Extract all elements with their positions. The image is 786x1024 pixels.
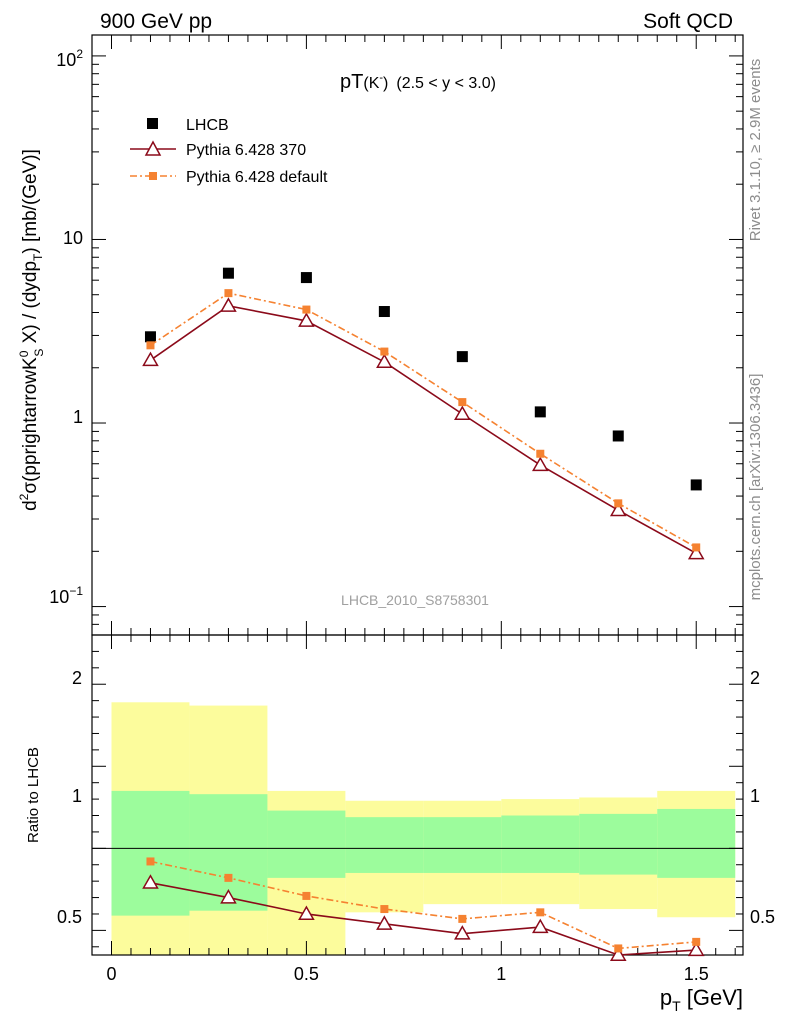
- main-y-tick-labels: 102 10 1 10−1: [49, 47, 83, 607]
- stat-band-bin: [111, 790, 190, 916]
- ratio-y-tick-label-right-1: 1: [750, 786, 760, 806]
- main-y-tick-label-10: 10: [63, 228, 83, 248]
- pythia-370-point: [687, 544, 705, 560]
- ratio-pythia-default-point: [302, 891, 311, 900]
- legend-label-lhcb: LHCB: [186, 117, 229, 134]
- ratio-pythia-default-point: [692, 937, 701, 946]
- pythia-default-point: [692, 543, 701, 552]
- main-y-tick-label-1: 1: [73, 407, 83, 427]
- main-y-tick-label-0.1: 10−1: [49, 584, 83, 607]
- stat-band-bin: [579, 813, 658, 875]
- legend-marker-pythia-default: [149, 172, 157, 180]
- ratio-y-tick-label-right-0.5: 0.5: [750, 907, 775, 927]
- x-axis-label: pT [GeV]: [660, 985, 743, 1014]
- ratio-pythia-370-point: [376, 915, 393, 930]
- lhcb-data-point: [378, 306, 390, 318]
- header-left-label: 900 GeV pp: [100, 10, 212, 33]
- pythia-default-point: [614, 499, 623, 508]
- analysis-id-label: LHCB_2010_S8758301: [341, 592, 489, 608]
- lhcb-data-point: [456, 351, 468, 363]
- source-reference-label: mcplots.cern.ch [arXiv:1306.3436]: [747, 374, 764, 601]
- pythia-370-line: [150, 304, 697, 555]
- legend-label-pythia-370: Pythia 6.428 370: [186, 142, 306, 159]
- lhcb-data-point: [690, 479, 702, 491]
- x-tick-label-0: 0: [106, 964, 116, 984]
- pythia-default-point: [224, 289, 233, 298]
- lhcb-data-point: [534, 406, 546, 418]
- pythia-370-point: [609, 501, 627, 517]
- ratio-y-tick-label-right-2: 2: [750, 668, 760, 688]
- ratio-pythia-default-point: [224, 873, 233, 882]
- ratio-y-tick-label-1: 1: [72, 786, 82, 806]
- x-tick-label-1: 1: [496, 964, 506, 984]
- ratio-pythia-default-point: [458, 914, 467, 923]
- pythia-default-point: [458, 398, 467, 407]
- main-y-tick-label-100: 102: [56, 47, 83, 70]
- ratio-pythia-default-point: [614, 944, 623, 953]
- rivet-version-label: Rivet 3.1.10, ≥ 2.9M events: [747, 59, 764, 242]
- ratio-y-tick-label-2: 2: [72, 668, 82, 688]
- x-tick-label-0.5: 0.5: [294, 964, 319, 984]
- lhcb-data-point: [300, 272, 312, 284]
- pythia-370-point: [220, 297, 237, 312]
- pythia-default-point: [146, 341, 155, 350]
- legend: LHCB Pythia 6.428 370 Pythia 6.428 defau…: [130, 117, 328, 186]
- pythia-default-line: [150, 292, 697, 549]
- ratio-pythia-370-line: [150, 882, 697, 956]
- ratio-y-tick-labels: 2 1 0.5 2 1 0.5: [57, 668, 775, 927]
- ratio-pythia-370-point: [298, 905, 315, 920]
- ratio-series: [142, 857, 705, 961]
- ratio-y-tick-label-0.5: 0.5: [57, 907, 82, 927]
- pythia-370-point: [142, 351, 159, 367]
- ratio-pythia-370-point: [609, 946, 627, 961]
- ratio-y-axis-label: Ratio to LHCB: [25, 747, 42, 843]
- x-tick-labels: 0 0.5 1 1.5: [106, 964, 708, 984]
- pythia-default-point: [380, 347, 389, 356]
- legend-marker-pythia-370: [144, 140, 162, 156]
- ratio-pythia-370-point: [532, 918, 549, 934]
- ratio-pythia-370-point: [142, 874, 159, 889]
- legend-marker-lhcb: [147, 118, 158, 129]
- pythia-370-point: [376, 353, 393, 368]
- ratio-pythia-370-point: [220, 889, 237, 904]
- main-y-axis-label: d2σ(pprightarrowK0S X) / (dydpT) [mb/(Ge…: [17, 149, 46, 511]
- ratio-panel-frame: [91, 634, 744, 956]
- legend-label-pythia-default: Pythia 6.428 default: [186, 169, 328, 186]
- ratio-axis-ticks: [92, 635, 743, 955]
- stat-band-bin: [345, 817, 424, 873]
- pythia-370-point: [298, 312, 315, 327]
- x-tick-label-1.5: 1.5: [684, 964, 709, 984]
- main-series: [142, 267, 705, 560]
- lhcb-data-point: [222, 267, 234, 279]
- ratio-pythia-370-point: [687, 941, 705, 957]
- pythia-default-point: [302, 305, 311, 314]
- ratio-pythia-default-point: [380, 905, 389, 914]
- header-right-label: Soft QCD: [643, 10, 733, 33]
- ratio-pythia-default-point: [146, 857, 155, 866]
- pythia-370-point: [454, 405, 471, 420]
- main-axis-ticks: [92, 35, 743, 636]
- stat-band-bin: [657, 808, 736, 878]
- stat-band-bin: [423, 817, 502, 873]
- lhcb-data-point: [612, 430, 624, 442]
- pythia-default-point: [536, 449, 545, 458]
- ratio-pythia-default-point: [536, 908, 545, 917]
- stat-band-bin: [501, 815, 580, 873]
- lhcb-data-point: [144, 331, 156, 343]
- plot-title: pT(K-) (2.5 < y < 3.0): [340, 71, 496, 93]
- ratio-pythia-default-line: [150, 860, 697, 950]
- stat-band-bin: [267, 810, 346, 878]
- pythia-370-point: [532, 456, 549, 472]
- ratio-pythia-370-point: [454, 925, 471, 940]
